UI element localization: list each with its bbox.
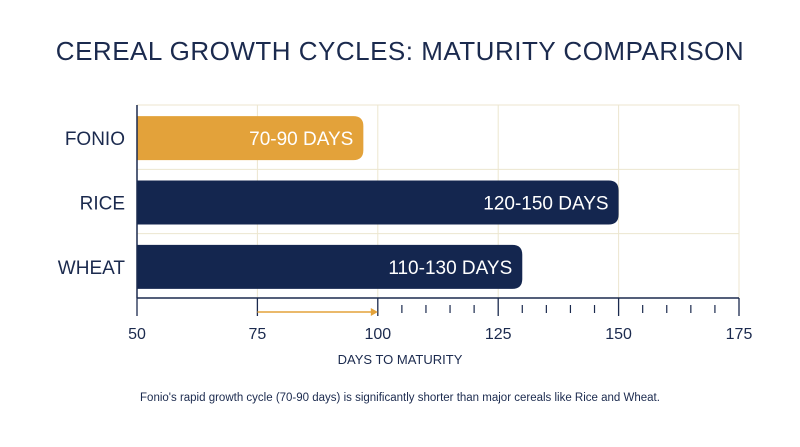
x-axis: 50 75 100 125 150 175 <box>128 105 752 343</box>
bars: 70-90 DAYS FONIO 120-150 DAYS RICE 110-130 D… <box>58 116 619 289</box>
bar-wheat <box>137 244 523 289</box>
bar-fonio <box>137 116 364 161</box>
category-label: FONIO <box>65 129 125 150</box>
x-tick-label: 75 <box>249 326 267 343</box>
category-label: WHEAT <box>58 258 126 279</box>
bar-value-label: 110-130 DAYS <box>388 258 512 279</box>
x-axis-label: DAYS TO MATURITY <box>338 352 463 367</box>
x-tick-label: 175 <box>726 326 753 343</box>
annotation-arrow-head <box>370 308 378 316</box>
bar-rice <box>137 180 619 225</box>
x-tick-label: 50 <box>128 326 146 343</box>
chart-caption: Fonio's rapid growth cycle (70-90 days) … <box>140 392 660 404</box>
x-tick-label: 100 <box>364 326 391 343</box>
category-label: RICE <box>80 194 125 215</box>
x-tick-label: 150 <box>605 326 632 343</box>
x-tick-label: 125 <box>485 326 512 343</box>
bar-value-label: 120-150 DAYS <box>483 194 608 215</box>
chart-title: CEREAL GROWTH CYCLES: MATURITY COMPARISO… <box>55 36 745 66</box>
bar-value-label: 70-90 DAYS <box>249 129 353 150</box>
